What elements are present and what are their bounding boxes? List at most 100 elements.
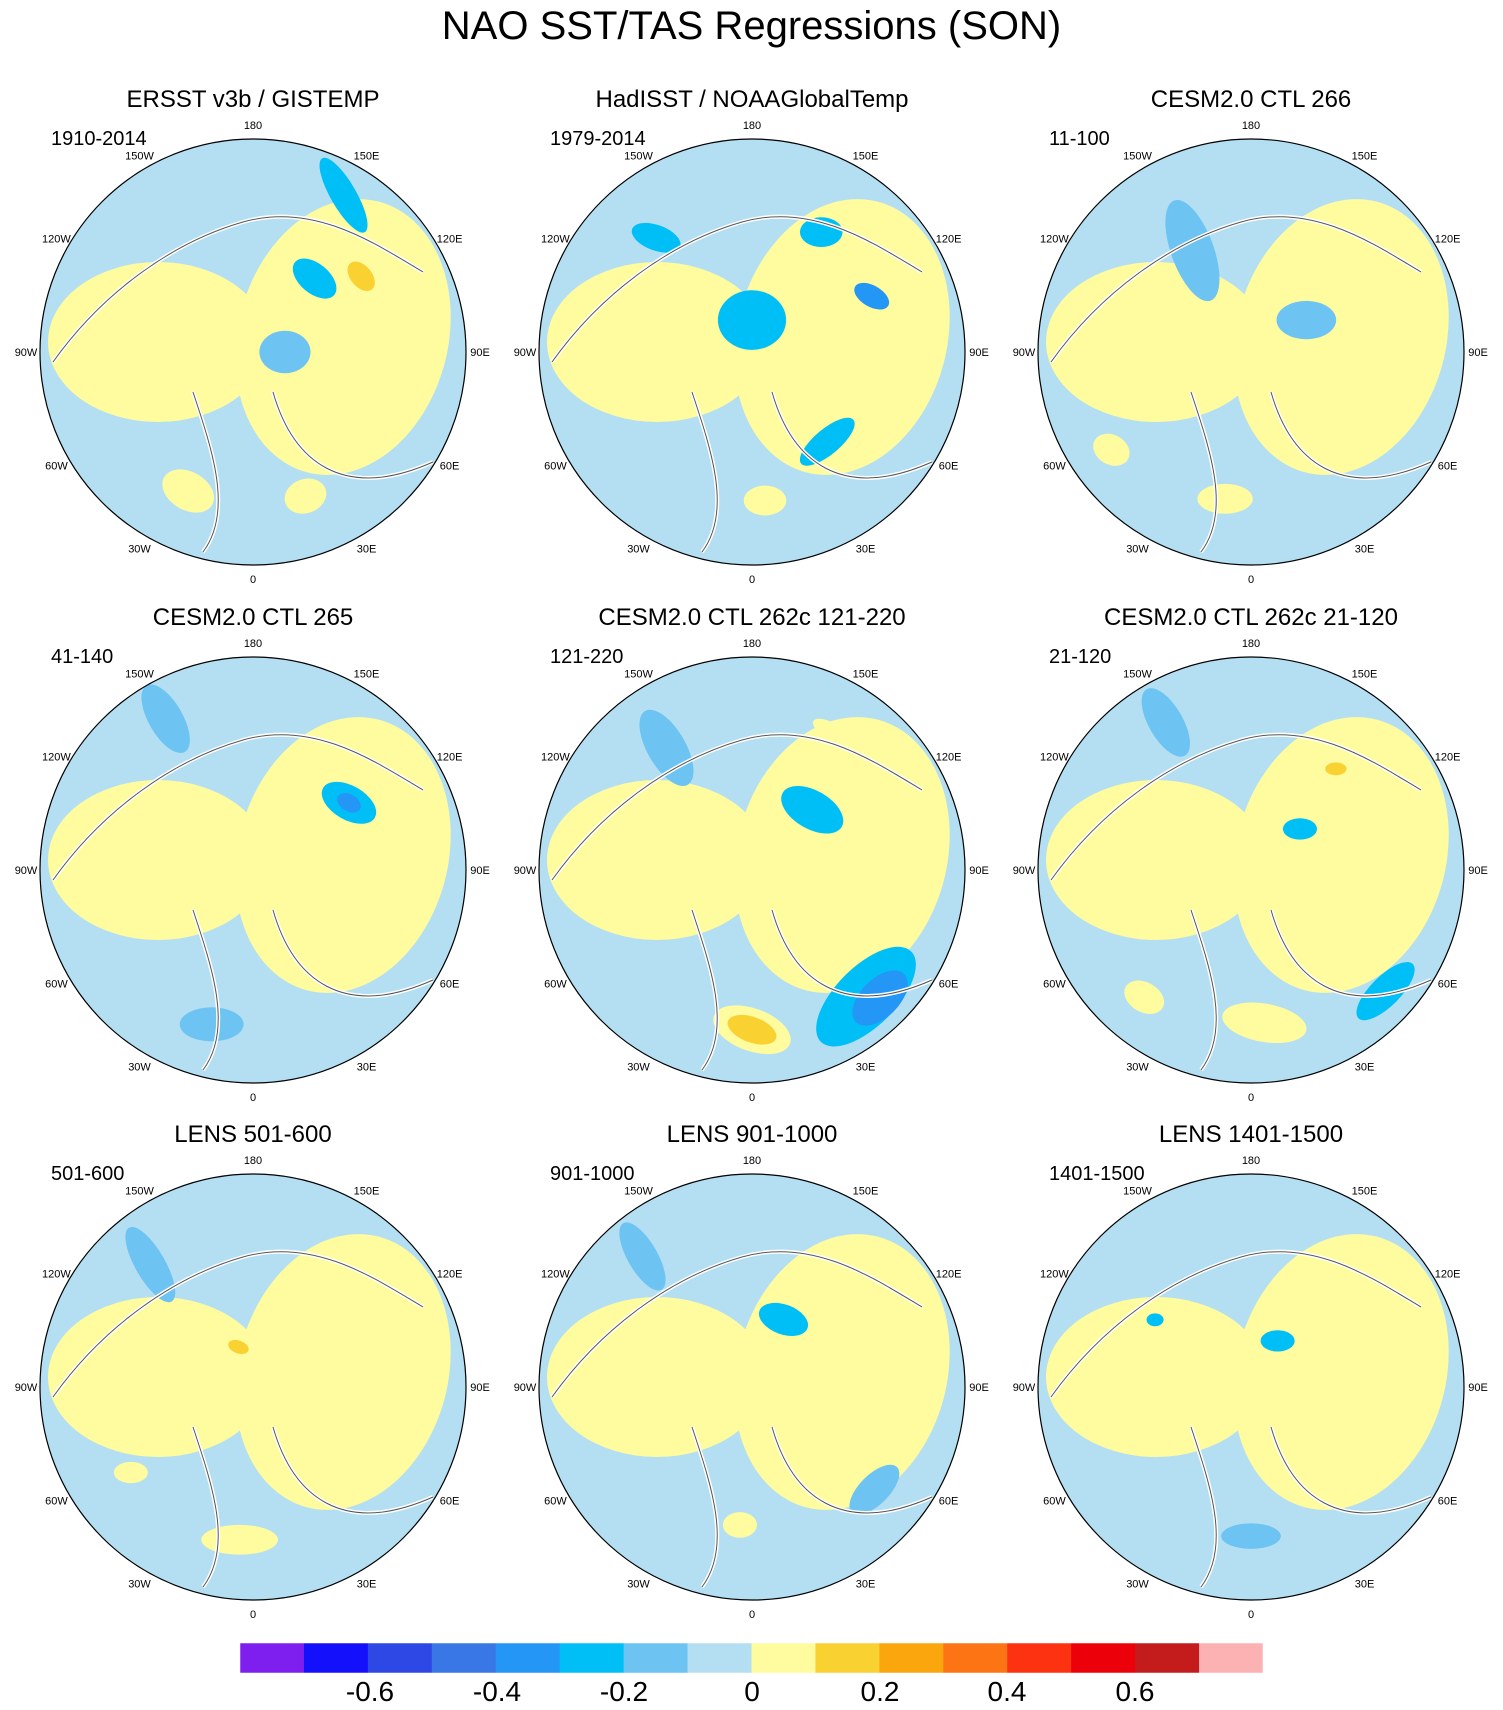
figure-title: NAO SST/TAS Regressions (SON): [441, 4, 1062, 48]
coastline: [52, 734, 434, 1071]
longitude-label: 90W: [15, 1382, 38, 1394]
colorbar-swatch: [1071, 1643, 1136, 1673]
colorbar-swatch: [623, 1643, 689, 1673]
positive-region: [48, 262, 268, 422]
colorbar-tick-label: 0.2: [860, 1676, 900, 1707]
coastline: [551, 216, 933, 553]
panel-title: CESM2.0 CTL 266: [1150, 86, 1352, 113]
colorbar-swatch: [303, 1643, 369, 1673]
longitude-label: 180: [743, 1155, 761, 1167]
colorbar-swatch: [815, 1643, 880, 1673]
longitude-label: 120E: [936, 234, 962, 246]
anomaly-region: [349, 1304, 386, 1338]
longitude-label: 150W: [1123, 1185, 1152, 1197]
longitude-label: 120E: [1435, 752, 1461, 764]
longitude-label: 120W: [1040, 234, 1069, 246]
anomaly-region: [347, 261, 375, 291]
longitude-label: 90E: [969, 1382, 989, 1394]
anomaly-region: [1340, 247, 1420, 307]
longitude-label: 120W: [42, 234, 71, 246]
anomaly-region: [722, 1512, 757, 1538]
longitude-label: 30E: [856, 544, 876, 556]
longitude-label: 180: [244, 638, 262, 650]
anomaly-region: [1146, 1313, 1164, 1327]
colorbar-labels: -0.6 -0.4 -0.2 0 0.2 0.4 0.6: [0, 1676, 1503, 1710]
polar-map: 180 150E 120E 90E 60E 30E 0 30W 60W 90W 120W 150W: [15, 120, 490, 586]
longitude-label: 0: [749, 574, 755, 586]
longitude-label: 30W: [128, 1579, 151, 1591]
map-border: [538, 1173, 966, 1601]
longitude-label: 90W: [514, 1382, 537, 1394]
map-panel: 180 150E 120E 90E 60E 30E 0 30W 60W 90W 120W 150W LE…: [512, 1107, 992, 1621]
positive-region: [235, 199, 451, 475]
longitude-label: 150E: [1352, 1185, 1378, 1197]
map-panel: 180 150E 120E 90E 60E 30E 0 30W 60W 90W 120W 150W Ha…: [512, 72, 992, 586]
anomaly-region: [1222, 1002, 1307, 1044]
polar-map: 180 150E 120E 90E 60E 30E 0 30W 60W 90W 120W 150W: [1013, 638, 1488, 1104]
longitude-label: 90W: [1013, 347, 1036, 359]
anomaly-region: [676, 306, 699, 324]
longitude-label: 30E: [1355, 1062, 1375, 1074]
longitude-label: 90E: [1468, 865, 1488, 877]
map-border: [1037, 138, 1465, 566]
longitude-label: 180: [1242, 1155, 1260, 1167]
longitude-label: 90W: [514, 347, 537, 359]
map-panel: 180 150E 120E 90E 60E 30E 0 30W 60W 90W 120W 150W LE…: [13, 1107, 493, 1621]
map-border: [39, 656, 467, 1084]
colorbar-tick-label: 0.4: [987, 1676, 1027, 1707]
anomaly-region: [1276, 300, 1337, 340]
colorbar-tick-label: 0.6: [1115, 1676, 1155, 1707]
anomaly-region: [631, 222, 681, 253]
anomaly-region: [337, 793, 361, 813]
longitude-label: 120W: [541, 234, 570, 246]
longitude-label: 180: [1242, 120, 1260, 132]
longitude-label: 150E: [1352, 668, 1378, 680]
longitude-label: 90E: [1468, 347, 1488, 359]
colorbar-swatch: [687, 1643, 752, 1673]
longitude-label: 150W: [1123, 668, 1152, 680]
panel-title: LENS 901-1000: [666, 1121, 838, 1148]
anomaly-region: [319, 157, 368, 233]
anomaly-region: [1124, 980, 1165, 1015]
anomaly-region: [1282, 818, 1317, 840]
panel-period: 21-120: [1049, 646, 1112, 668]
positive-region: [734, 717, 950, 993]
longitude-label: 150W: [1123, 150, 1152, 162]
anomaly-region: [643, 859, 669, 881]
map-panel: 180 150E 120E 90E 60E 30E 0 30W 60W 90W 120W 150W LE…: [1011, 1107, 1491, 1621]
map-border: [538, 656, 966, 1084]
positive-region: [1046, 780, 1266, 940]
longitude-label: 90W: [1013, 1382, 1036, 1394]
map-border: [1037, 656, 1465, 1084]
positive-region: [734, 1234, 950, 1510]
longitude-label: 0: [250, 574, 256, 586]
panel-period: 1401-1500: [1049, 1163, 1145, 1185]
longitude-label: 90E: [470, 865, 490, 877]
anomaly-region: [758, 1302, 809, 1336]
longitude-label: 90E: [969, 347, 989, 359]
panel-title: CESM2.0 CTL 265: [152, 604, 354, 631]
anomaly-region: [125, 1226, 176, 1303]
panel-period: 41-140: [51, 646, 114, 668]
anomaly-region: [141, 684, 190, 754]
coastline: [551, 1251, 933, 1588]
anomaly-region: [1141, 688, 1190, 757]
positive-region: [48, 780, 268, 940]
anomaly-region: [849, 1464, 900, 1515]
colorbar-swatch: [751, 1643, 816, 1673]
anomaly-region: [727, 1014, 777, 1045]
longitude-label: 150W: [125, 150, 154, 162]
anomaly-region: [201, 1524, 278, 1555]
panel-title: CESM2.0 CTL 262c 121-220: [598, 604, 906, 631]
longitude-label: 60E: [1438, 1496, 1458, 1508]
colorbar-tick-label: -0.4: [472, 1676, 522, 1707]
panel-period: 1910-2014: [51, 128, 147, 150]
panel-period: 11-100: [1049, 128, 1110, 150]
anomaly-region: [717, 290, 787, 350]
longitude-label: 180: [244, 120, 262, 132]
longitude-label: 120W: [1040, 752, 1069, 764]
panel-title: LENS 501-600: [174, 1121, 332, 1148]
anomaly-region: [854, 282, 890, 310]
coastline: [52, 216, 434, 553]
anomaly-region: [162, 469, 215, 513]
